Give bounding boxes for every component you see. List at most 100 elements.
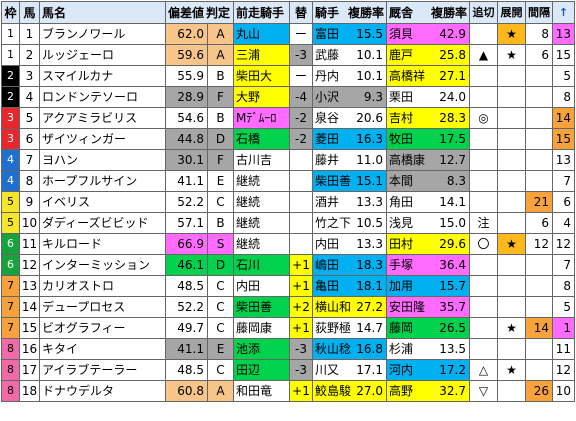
table-row[interactable]: 1 1 ブランノワール 62.0 A 丸山ー富田 15.5 須貝 42.9 ★ 8 13 bbox=[1, 23, 575, 45]
trainer-name: 手塚 bbox=[389, 258, 414, 272]
table-row[interactable]: 4 7 ヨハン 30.1 F 古川吉 藤井 11.0 高橋康 12.7 13 bbox=[1, 149, 575, 171]
trainer-rate: 8.3 bbox=[446, 174, 466, 188]
horse-name-cell: スマイルカナ bbox=[39, 65, 166, 87]
header-row: 枠 馬 馬名 偏差値 判定 前走騎手 替 騎手 複勝率 厩舎 複勝率 追切 展開 間隔… bbox=[1, 1, 575, 24]
change-cell: ー bbox=[289, 65, 313, 87]
prev-jockey-cell: 柴田善 bbox=[233, 296, 290, 318]
table-row[interactable]: 8 18 ドナウデルタ 60.8 A 和田竜 +1 鮫島駿 27.0 高野 32.7 ▽ 26 10 bbox=[1, 380, 575, 402]
jockey-cell: 横山和 27.2 bbox=[312, 296, 387, 318]
trainer-cell: 角田 14.1 bbox=[386, 191, 470, 213]
table-row[interactable]: 3 6 ザイツィンガー 44.8 D 石橋 -2 菱田 16.3 牧田 17.5 15 bbox=[1, 128, 575, 150]
header-trainer[interactable]: 厩舎 複勝率 bbox=[386, 1, 470, 24]
jockey-rate: 13.3 bbox=[356, 195, 383, 209]
trainer-cell: 藤岡 26.5 bbox=[386, 317, 470, 339]
header-tsuikiri[interactable]: 追切 bbox=[469, 1, 498, 24]
trainer-rate: 12.7 bbox=[439, 153, 466, 167]
tenkai-cell bbox=[497, 275, 526, 297]
jockey-rate: 13.3 bbox=[356, 237, 383, 251]
horse-name-cell: デュープロセス bbox=[39, 296, 166, 318]
change-cell: -2 bbox=[289, 107, 313, 129]
umaban-cell: 14 bbox=[19, 296, 40, 318]
trainer-cell: 浅見 15.0 bbox=[386, 212, 470, 234]
umaban-cell: 7 bbox=[19, 149, 40, 171]
jockey-name: 武藤 bbox=[315, 48, 340, 62]
jockey-cell: 内田 13.3 bbox=[312, 233, 387, 255]
header-hensa[interactable]: 偏差値 判定 bbox=[165, 1, 234, 24]
kankaku-cell: 6 bbox=[525, 212, 553, 234]
table-row[interactable]: 7 14 デュープロセス 52.2 C 柴田善 +2 横山和 27.2 安田隆 35.7 5 bbox=[1, 296, 575, 318]
table-row[interactable]: 7 13 カリオストロ 48.5 C 内田 +1 亀田 18.1 加用 15.7 8 bbox=[1, 275, 575, 297]
tenkai-cell: ★ bbox=[497, 233, 526, 255]
trainer-name: 藤岡 bbox=[389, 321, 414, 335]
trainer-name: 本間 bbox=[389, 174, 414, 188]
tsuikiri-cell bbox=[469, 254, 498, 276]
table-row[interactable]: 2 3 スマイルカナ 55.9 B 柴田大ー丹内 10.1 高橋祥 27.1 5 bbox=[1, 65, 575, 87]
hensa-cell: 62.0 bbox=[165, 23, 208, 45]
last-cell: 15 bbox=[552, 128, 575, 150]
trainer-rate: 32.7 bbox=[439, 384, 466, 398]
header-name[interactable]: 馬名 bbox=[39, 1, 166, 24]
trainer-rate: 26.5 bbox=[439, 321, 466, 335]
trainer-cell: 須貝 42.9 bbox=[386, 23, 470, 45]
horse-name-cell: イベリス bbox=[39, 191, 166, 213]
trainer-name: 河内 bbox=[389, 363, 414, 377]
hantei-cell: B bbox=[207, 107, 234, 129]
table-row[interactable]: 1 2 ルッジェーロ 59.6 A 三浦 -3 武藤 10.1 鹿戸 25.8 ▲ ★ 6 15 bbox=[1, 44, 575, 66]
hantei-cell: E bbox=[207, 338, 234, 360]
table-row[interactable]: 5 10 ダディーズビビッド 57.1 B 継続 竹之下 10.5 浅見 15.0 注 6 4 bbox=[1, 212, 575, 234]
change-cell bbox=[289, 149, 313, 171]
trainer-rate: 14.1 bbox=[439, 195, 466, 209]
tsuikiri-cell bbox=[469, 296, 498, 318]
hensa-cell: 48.5 bbox=[165, 275, 208, 297]
kankaku-cell: 26 bbox=[525, 380, 553, 402]
header-prev-jockey[interactable]: 前走騎手 bbox=[233, 1, 290, 24]
table-row[interactable]: 4 8 ホープフルサイン 41.1 E 継続 柴田善 15.1 本間 8.3 7 bbox=[1, 170, 575, 192]
kankaku-cell bbox=[525, 275, 553, 297]
last-cell: 8 bbox=[552, 86, 575, 108]
jockey-name: 竹之下 bbox=[315, 216, 352, 230]
last-cell: 5 bbox=[552, 65, 575, 87]
header-change[interactable]: 替 bbox=[289, 1, 313, 24]
jockey-cell: 藤井 11.0 bbox=[312, 149, 387, 171]
jockey-rate: 20.6 bbox=[356, 111, 383, 125]
trainer-cell: 吉村 28.3 bbox=[386, 107, 470, 129]
table-row[interactable]: 7 15 ビオグラフィー 49.7 C 藤岡康 +1 荻野極 14.7 藤岡 26.5 ★ 14 1 bbox=[1, 317, 575, 339]
trainer-rate: 15.0 bbox=[439, 216, 466, 230]
kankaku-cell bbox=[525, 296, 553, 318]
waku-cell: 7 bbox=[1, 317, 20, 339]
table-row[interactable]: 6 12 インターミッション 46.1 D 石川 +1 嶋田 18.3 手塚 36.4 7 bbox=[1, 254, 575, 276]
table-row[interactable]: 8 17 アイラブテーラー 48.5 C 田辺 -3 川又 17.1 河内 17.2 △ ★ 12 bbox=[1, 359, 575, 381]
last-cell: 1 bbox=[552, 317, 575, 339]
table-row[interactable]: 2 4 ロンドンテソーロ 28.9 F 大野 -4 小沢 9.3 栗田 24.0 8 bbox=[1, 86, 575, 108]
umaban-cell: 12 bbox=[19, 254, 40, 276]
table-row[interactable]: 8 16 キタイ 41.1 E 池添 -3 秋山稔 16.8 杉浦 13.5 11 bbox=[1, 338, 575, 360]
header-sort[interactable]: ↑ bbox=[552, 1, 575, 24]
table-body: 1 1 ブランノワール 62.0 A 丸山ー富田 15.5 須貝 42.9 ★ 8 13 1 2 ルッジェー… bbox=[1, 23, 575, 402]
header-hensa-label: 偏差値 bbox=[168, 5, 205, 20]
table-row[interactable]: 5 9 イベリス 52.2 C 継続 酒井 13.3 角田 14.1 21 6 bbox=[1, 191, 575, 213]
jockey-name: 富田 bbox=[315, 27, 340, 41]
header-waku[interactable]: 枠 bbox=[1, 1, 20, 24]
horse-name-cell: アイラブテーラー bbox=[39, 359, 166, 381]
header-uma[interactable]: 馬 bbox=[19, 1, 40, 24]
table-row[interactable]: 3 5 アクアミラビリス 54.6 B Mﾃﾞﾑｰﾛ -2 泉谷 20.6 吉村 28.3 ◎ 14 bbox=[1, 107, 575, 129]
hantei-cell: C bbox=[207, 275, 234, 297]
change-cell bbox=[289, 191, 313, 213]
hantei-cell: C bbox=[207, 191, 234, 213]
tenkai-cell bbox=[497, 86, 526, 108]
trainer-name: 須貝 bbox=[389, 27, 414, 41]
last-cell: 7 bbox=[552, 254, 575, 276]
jockey-name: 丹内 bbox=[315, 69, 340, 83]
jockey-cell: 丹内 10.1 bbox=[312, 65, 387, 87]
kankaku-cell bbox=[525, 86, 553, 108]
kankaku-cell: 12 bbox=[525, 233, 553, 255]
header-jockey[interactable]: 騎手 複勝率 bbox=[312, 1, 387, 24]
header-tenkai[interactable]: 展開 bbox=[497, 1, 526, 24]
header-kankaku[interactable]: 間隔 bbox=[525, 1, 553, 24]
jockey-name: 亀田 bbox=[315, 279, 340, 293]
horse-name-cell: キルロード bbox=[39, 233, 166, 255]
trainer-name: 角田 bbox=[389, 195, 414, 209]
table-row[interactable]: 6 11 キルロード 66.9 S 継続 内田 13.3 田村 29.6 〇 ★ 12 12 bbox=[1, 233, 575, 255]
prev-jockey-cell: 藤岡康 bbox=[233, 317, 290, 339]
tsuikiri-cell bbox=[469, 338, 498, 360]
